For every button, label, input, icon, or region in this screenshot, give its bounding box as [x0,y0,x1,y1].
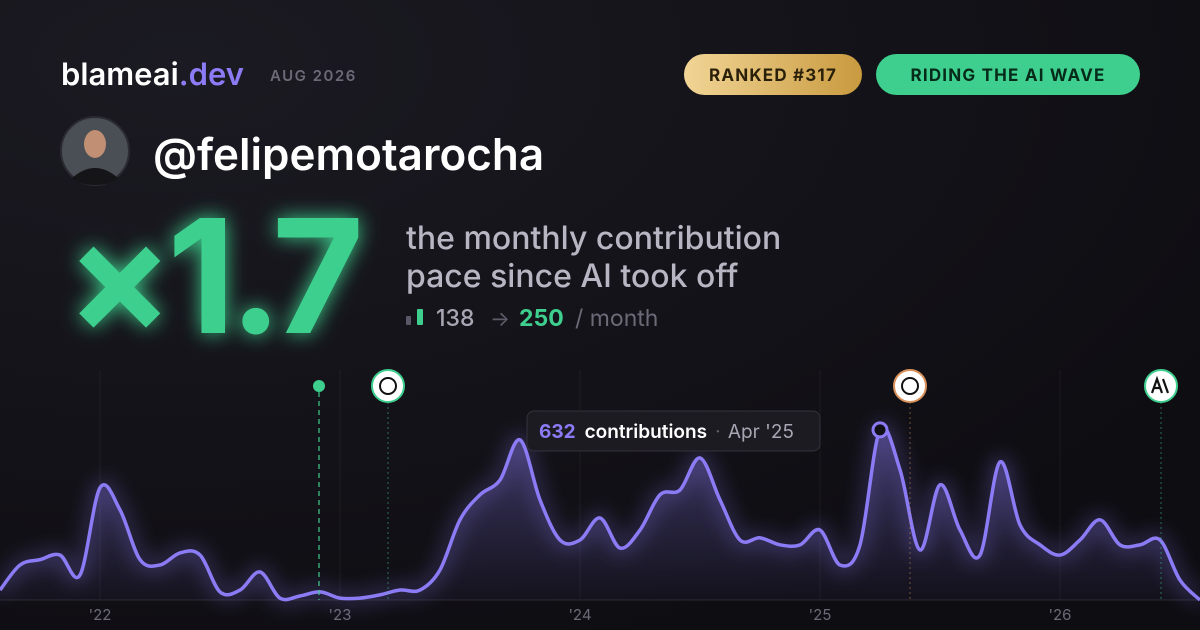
multiplier: ×1.7 [66,181,359,372]
chart: '22 '23 '24 '25 '26 [0,370,1200,624]
x-tick-label: '22 [89,605,112,624]
rank-badge-text: RANKED #317 [709,66,837,86]
tooltip-date: Apr '25 [728,420,794,443]
event-icon-glyph [1150,375,1170,394]
x-tick-label: '24 [568,605,591,624]
stat-before: 138 [436,304,474,332]
brand: blameai.dev [61,56,244,93]
line [0,425,1200,602]
tooltip-text: 632 contributions · Apr '25 [539,420,794,443]
date: AUG 2026 [270,66,357,85]
x-tick-label: '26 [1049,605,1072,624]
brand-suffix: .dev [179,56,244,93]
stats-icon [406,316,411,325]
brand-name: blameai [61,56,179,93]
description-line: the monthly contribution [406,218,781,257]
wave-badge-text: RIDING THE AI WAVE [910,66,1105,86]
tooltip-value: 632 [539,420,576,443]
x-tick-label: '25 [809,605,832,624]
event-icon [371,369,405,403]
x-tick-label: '23 [329,605,352,624]
stat-unit: / month [575,304,658,332]
avatar [60,116,130,186]
event-icon [1144,369,1178,403]
event-icon-glyph [379,377,397,395]
wave-badge [876,54,1140,95]
highlight-point [871,421,889,439]
tooltip-label: contributions [585,420,707,443]
stat-arrow: → [490,307,510,332]
stats-icon [417,309,423,325]
rank-badge [684,54,862,95]
event-dot [313,380,325,392]
tooltip-separator: · [715,420,720,443]
event-markers [313,369,1178,600]
tooltip: 632 contributions · Apr '25 [526,410,821,452]
handle: @felipemotarocha [153,127,544,181]
stat-after: 250 [519,304,564,332]
event-icon-glyph [901,377,919,395]
tooltip-box [526,410,821,452]
description-line: pace since AI took off [406,256,738,295]
event-icon [893,369,927,403]
